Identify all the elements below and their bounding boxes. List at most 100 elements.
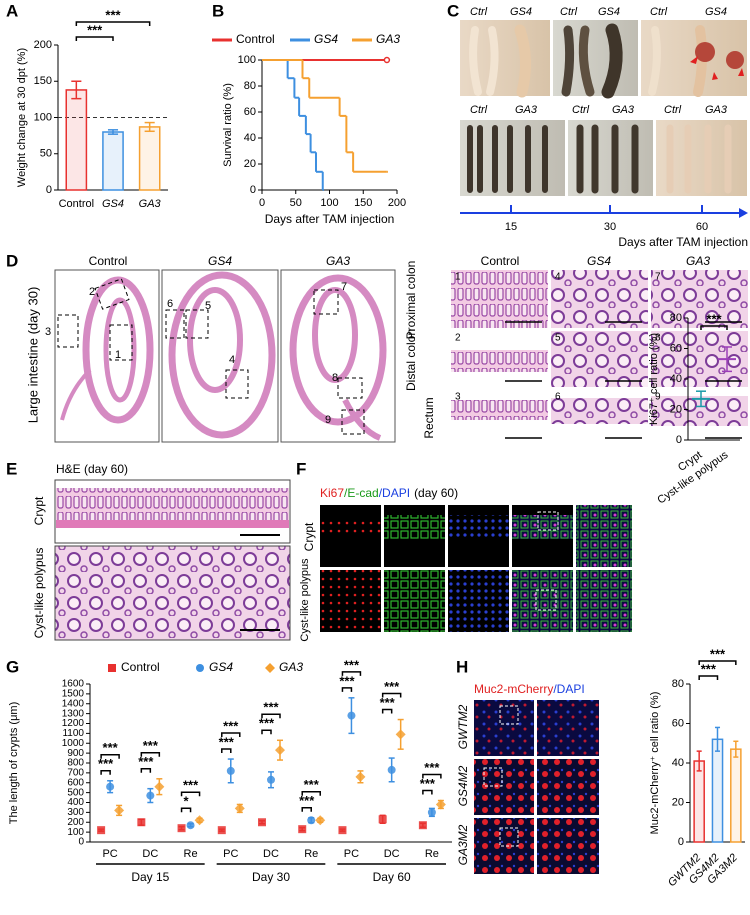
mean-marker: [418, 821, 427, 830]
significance-label: ***: [384, 679, 400, 694]
significance-label: ***: [219, 734, 235, 749]
panel-letter: E: [6, 459, 17, 478]
y-tick-label: 300: [67, 807, 84, 818]
mean-marker: [154, 781, 165, 792]
significance-bracket: [381, 692, 402, 698]
significance-bracket: [422, 789, 433, 795]
mean-marker: [435, 799, 446, 810]
photo-label: Ctrl: [664, 104, 682, 116]
legend-marker: [196, 664, 204, 672]
mean-marker: [226, 766, 235, 775]
bar: [693, 760, 705, 843]
y-tick-label: 500: [67, 787, 84, 798]
mean-marker: [275, 745, 285, 756]
y-tick-label: 80: [244, 80, 256, 92]
bar: [65, 89, 88, 191]
panel-letter: D: [6, 251, 18, 270]
x-tick-label: PC: [344, 848, 359, 860]
photo-label: GS4: [598, 6, 620, 18]
row-label: Proximal colon: [404, 261, 418, 340]
x-tick-label: GA3: [139, 198, 162, 210]
significance-label: ***: [344, 657, 360, 672]
legend-label: GA3: [279, 660, 303, 674]
region-number: 2: [89, 286, 95, 298]
y-tick-label: 1000: [62, 738, 85, 749]
significance-label: ***: [304, 777, 320, 792]
x-tick-label: Re: [304, 848, 318, 860]
cell-number: 3: [455, 392, 461, 403]
y-tick-label: 100: [238, 54, 256, 66]
mean-marker: [114, 805, 125, 816]
fluorescence: [576, 570, 632, 632]
scale-bars: [505, 321, 742, 439]
y-tick-label: 100: [67, 827, 84, 838]
photo-label: GA3: [515, 104, 538, 116]
panel-letter: G: [6, 657, 19, 676]
row-label: GWTM2: [456, 704, 470, 749]
y-tick-label: 1500: [62, 689, 85, 700]
y-tick-label: 60: [244, 106, 256, 118]
y-tick-label: 150: [34, 75, 52, 87]
significance-label: ***: [105, 7, 121, 22]
mean-marker: [146, 791, 155, 800]
mean-marker: [267, 775, 275, 784]
y-tick-label: 100: [34, 111, 52, 123]
panel-title: Ki67/E-cad/DAPI (day 60): [320, 486, 458, 500]
significance-bracket: [422, 773, 442, 779]
panel-e: H&E (day 60) Crypt Cyst-like polypus: [32, 462, 291, 641]
cell-number: 1: [455, 272, 461, 283]
overview-frame: [161, 269, 279, 443]
row-label: GS4M2: [456, 765, 470, 806]
x-tick-label: GS4: [102, 198, 124, 210]
y-tick-label: 80: [672, 678, 684, 690]
column-label: GA3: [326, 254, 350, 268]
legend-label: GS4: [314, 32, 338, 46]
title-part: /DAPI: [379, 486, 410, 500]
side-label: Large intestine (day 30): [25, 287, 40, 424]
title-part: (day 60): [414, 486, 458, 500]
bar: [102, 131, 124, 191]
mean-marker: [395, 729, 406, 740]
column-label: Control: [89, 254, 128, 268]
y-axis-label: Survival ratio (%): [222, 83, 234, 167]
mean-marker: [177, 824, 186, 833]
mean-marker: [106, 782, 115, 791]
cell-number: 6: [555, 392, 561, 403]
inset-box: [483, 767, 503, 787]
region-number: 1: [115, 349, 121, 361]
significance-label: ***: [98, 756, 114, 771]
y-tick-label: 0: [46, 184, 52, 196]
row-label: Cyst-like polypus: [32, 548, 46, 639]
mean-marker: [307, 816, 316, 825]
mean-marker: [258, 818, 266, 827]
overview-frame: [280, 269, 396, 443]
cell-number: 7: [655, 272, 661, 283]
inset-box: [499, 827, 519, 847]
x-tick-label: 0: [259, 197, 265, 209]
row-label: Distal colon: [404, 329, 418, 391]
legend-label: Control: [236, 32, 275, 46]
panel-title: H&E (day 60): [56, 462, 128, 476]
legend-marker: [265, 663, 275, 673]
y-axis-label: Muc2-mCherry⁺ cell ratio (%): [649, 692, 661, 835]
histology-grid: 1 2 3 4 5 6 7 8 9: [451, 270, 748, 444]
inset-box: [499, 705, 519, 725]
x-tick-label: 200: [388, 197, 406, 209]
significance-label: ***: [263, 700, 279, 715]
mean-marker: [234, 803, 245, 814]
mean-marker: [387, 765, 396, 774]
mean-marker: [355, 771, 366, 782]
y-axis-label: Weight change at 30 dpt (%): [16, 48, 28, 187]
panel-letters: A B C D E F G H: [6, 1, 468, 676]
significance-label: ***: [138, 754, 154, 769]
y-tick-label: 1100: [62, 728, 84, 739]
region-number: 7: [341, 281, 347, 293]
significance-label: ***: [103, 740, 119, 755]
censor-mark: [383, 56, 391, 64]
title-part: /DAPI: [553, 682, 584, 696]
y-tick-label: 60: [672, 717, 684, 729]
y-tick-label: 700: [67, 768, 84, 779]
panel-letter: A: [6, 1, 18, 20]
significance-label: ***: [223, 718, 239, 733]
mean-marker: [338, 826, 347, 835]
